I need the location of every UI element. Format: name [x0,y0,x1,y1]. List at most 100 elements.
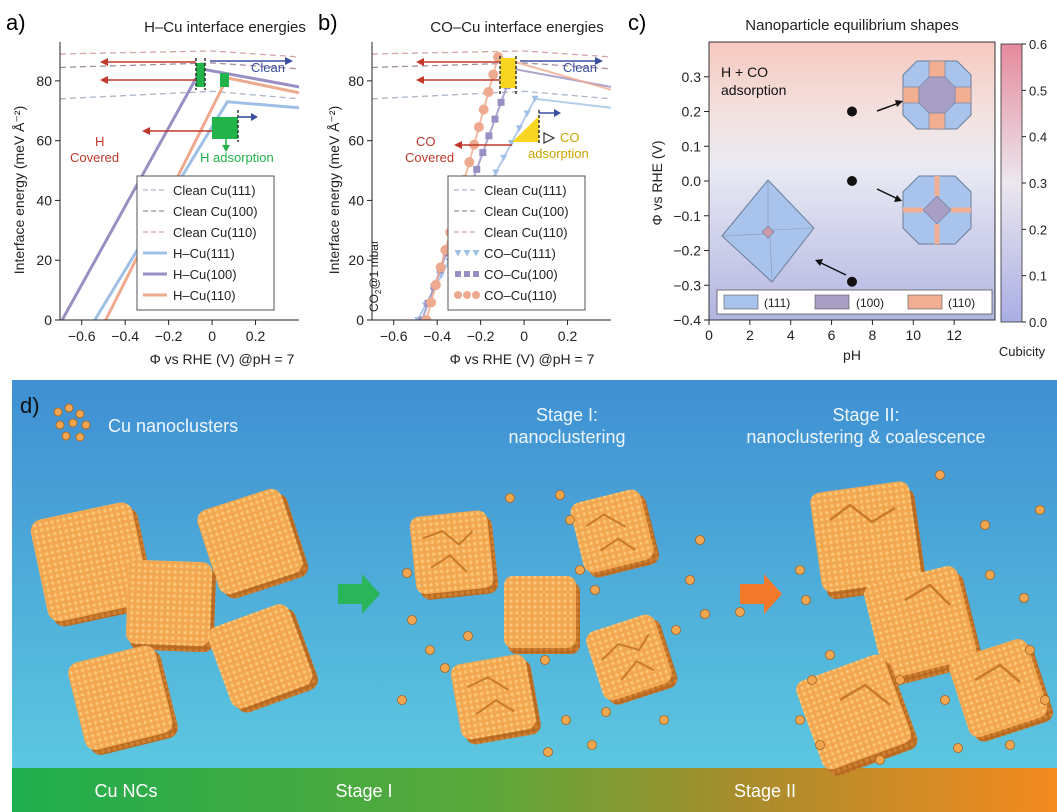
panel-a: H–Cu interface energies −0.6 −0.4 −0.2 0 0.2… [11,19,306,367]
nanocluster [1025,645,1035,655]
legend-swatch [454,250,462,257]
nanocluster [801,595,811,605]
legend-label-111: (111) [764,296,790,310]
colorbar-tick-label: 0.4 [1029,130,1047,145]
legend-box [716,289,993,315]
arrowhead-ads-b [543,132,556,144]
arrowhead-clean-b2 [554,109,561,117]
legend-label-110: (110) [948,296,975,310]
nanocluster [590,585,600,595]
cu-nanocube [125,559,216,653]
cluster-dot [75,409,85,419]
chart-c-title: Nanoparticle equilibrium shapes [745,17,958,34]
series-marker [478,104,489,115]
nanocluster [407,615,417,625]
nanocluster [825,650,835,660]
y-tick-label: −0.3 [673,277,701,293]
y-tick-label: −0.4 [673,312,701,328]
arrowhead-covered-a1 [100,58,108,66]
chart-c-xlabel: pH [843,347,861,363]
nanocluster [980,520,990,530]
chart-c-annotation-line2: adsorption [721,82,786,98]
x-tick-label: 6 [828,327,836,343]
nanocluster [543,747,553,757]
y-tick-label: 60 [36,133,52,149]
aggregate-roughness [829,503,1021,706]
colorbar-label: Cubicity [999,344,1046,359]
series-marker [523,110,531,118]
facet-110 [928,112,946,130]
nanocluster [815,740,825,750]
chart-b-side-note: CO2@1 mbar [367,240,383,312]
legend-swatch [463,250,471,257]
nanocluster [875,755,885,765]
nanocluster [795,565,805,575]
nanocluster [440,663,450,673]
arrowhead-covered-b3 [454,141,462,149]
x-tick-label: −0.2 [467,328,495,344]
cluster-dot [64,403,74,413]
cube-face [208,604,313,709]
arrowhead-covered-b2 [416,76,424,84]
cube-face [504,576,576,648]
x-tick-label: 0 [520,328,528,344]
series-marker [497,98,505,106]
legend-label: Clean Cu(110) [173,225,257,240]
legend-label: Clean Cu(100) [173,204,258,219]
x-tick-label: 0.2 [558,328,578,344]
arrowhead-covered-b1 [416,58,424,66]
arrowhead-down-a [222,145,230,152]
legend-swatch-110 [907,294,943,310]
series-line [372,62,611,70]
nanocluster [1035,505,1045,515]
facet-110 [934,224,940,244]
stage2-aggregate [796,481,1053,776]
anno-h-a: H [95,134,104,149]
facet-100 [761,225,775,239]
nanocluster [1005,740,1015,750]
x-tick-label: 12 [946,327,962,343]
cube-face [586,614,672,701]
stage1-cube [504,576,580,654]
series-line [60,62,299,70]
chart-b-ylabel: Interface energy (meV Å⁻²) [326,106,342,274]
stage-bar [12,768,1057,812]
pointer-arrowhead [815,259,823,266]
x-tick-label: −0.4 [423,328,451,344]
cube-face [570,489,654,573]
legend-label: H–Cu(110) [173,288,236,303]
state-point [847,176,857,186]
facet-110 [951,207,971,213]
cu-nanocube [208,604,318,713]
cube-face [30,502,150,622]
x-tick-label: 0 [208,328,216,344]
nanocluster [505,493,515,503]
state-point [847,276,857,287]
stage2-title-line2: nanoclustering & coalescence [746,427,985,447]
cube-roughness [466,676,515,715]
shape-top [902,60,972,130]
nanocluster [659,715,669,725]
x-tick-label: 4 [787,327,795,343]
nanocluster [695,535,705,545]
series-marker [500,154,508,162]
series-marker [430,279,441,290]
stage2-cube [796,654,918,776]
arrowhead-clean-b [595,57,603,65]
stage1-cube [586,614,678,705]
nanocluster [402,568,412,578]
facet-100 [918,76,956,114]
nanocluster [807,675,817,685]
co-region-bottom-b [512,116,539,142]
co-region-top-b [500,58,516,88]
stage1-title-line1: Stage I: [536,405,598,425]
legend-label: Clean Cu(111) [173,183,256,198]
y-tick-label: −0.2 [673,243,701,259]
pointer-arrow [818,261,847,276]
x-tick-label: 2 [746,327,754,343]
series-marker [531,95,539,103]
cu-nanocube [30,502,155,627]
legend-swatch [473,271,479,277]
cube-roughness [422,530,474,573]
